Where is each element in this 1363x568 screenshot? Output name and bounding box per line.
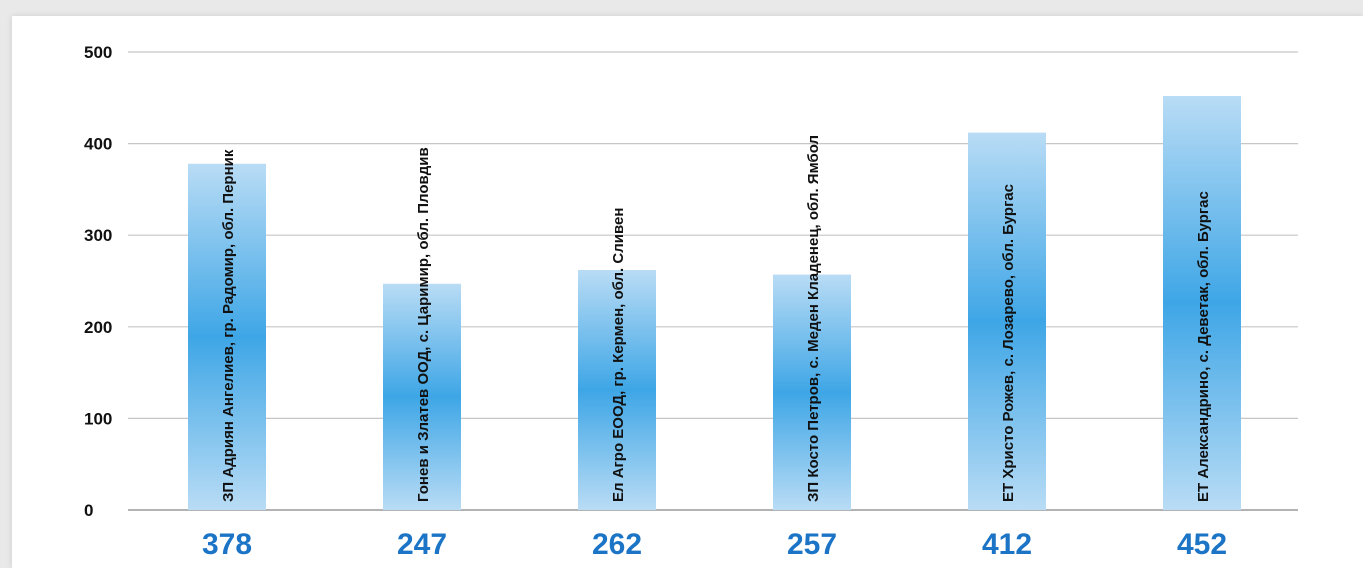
bar-value-label: 262 [592,528,642,561]
bar [773,274,851,510]
bar-category-label: Ел Агро ЕООД, гр. Кермен, обл. Сливен [610,208,627,502]
bar [188,163,266,510]
bar-category-label: ЕТ Александрино, с. Деветак, обл. Бургас [1195,191,1212,502]
bar [578,270,656,510]
bar [1163,95,1241,510]
y-tick-label: 300 [84,226,112,245]
y-tick-label: 100 [84,409,112,428]
bar-value-label: 247 [397,528,447,561]
bar-value-label: 257 [787,528,837,561]
bar-category-label: ЗП Косто Петров, с. Меден Кладенец, обл.… [805,135,822,502]
y-tick-label: 400 [84,135,112,154]
bar-value-label: 412 [982,528,1032,561]
bar-category-label: Гонев и Златев ООД, с. Царимир, обл. Пло… [415,147,432,502]
bar-category-label: ЗП Адриян Ангелиев, гр. Радомир, обл. Пе… [220,149,237,502]
bar-category-label: ЕТ Христо Рожев, с. Лозарево, обл. Бурга… [1000,184,1017,502]
bar [383,283,461,510]
y-tick-label: 0 [84,501,93,520]
bar [968,132,1046,510]
y-tick-label: 200 [84,318,112,337]
bar-value-label: 378 [202,528,252,561]
y-tick-label: 500 [84,43,112,62]
bar-value-label: 452 [1177,528,1227,561]
